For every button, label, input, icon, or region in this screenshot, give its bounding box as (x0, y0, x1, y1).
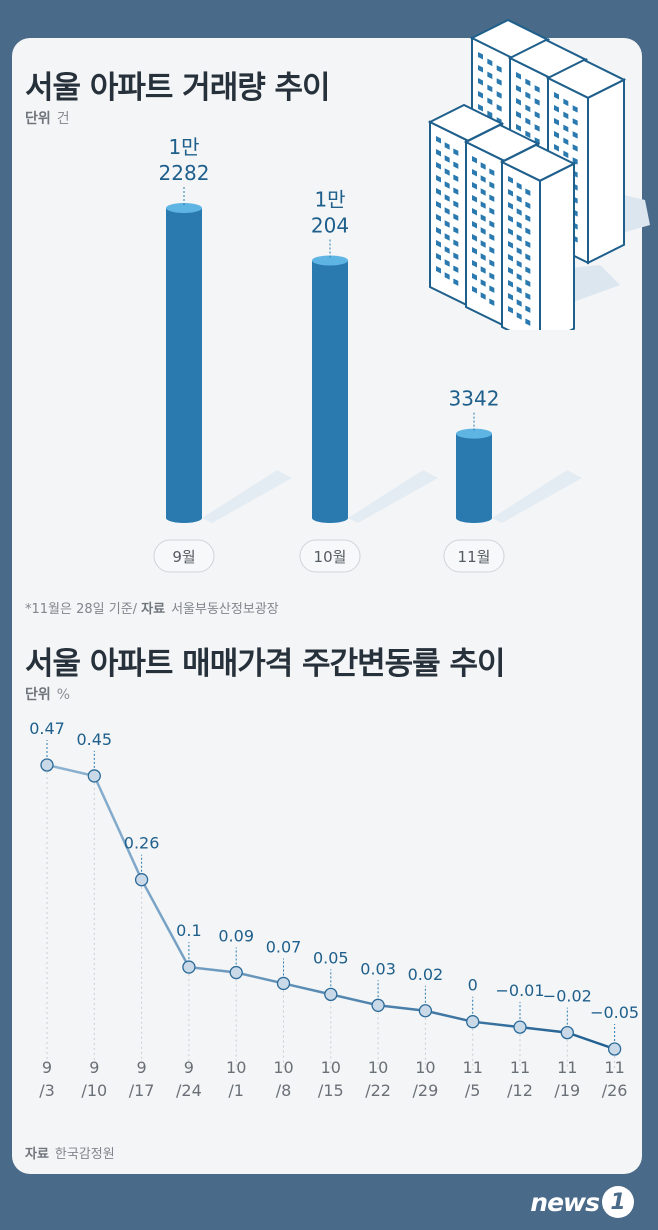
tick-label-month: 10 (226, 1058, 246, 1077)
tick-label-month: 9 (42, 1058, 52, 1077)
bar-value-label: 204 (311, 213, 349, 237)
data-label: 0.45 (76, 730, 112, 749)
tick-label-month: 11 (463, 1058, 483, 1077)
tick-label-day: /22 (365, 1081, 391, 1100)
apartment-buildings-illustration (427, 18, 650, 330)
data-label: 0.05 (313, 948, 349, 967)
building (545, 58, 627, 265)
data-label: 0.07 (266, 937, 302, 956)
data-point (229, 965, 243, 980)
tick-label-day: /19 (554, 1081, 580, 1100)
chart2-source: 자료 한국감정원 (25, 1147, 115, 1162)
tick-label-month: 9 (137, 1058, 147, 1077)
data-point (134, 873, 149, 887)
bar-value-label: 3342 (449, 387, 500, 411)
data-point (40, 758, 54, 772)
bar-category-pill: 10월 (299, 539, 361, 573)
data-label: 0.47 (29, 719, 65, 738)
tick-label-month: 9 (89, 1058, 99, 1077)
tick-label-day: /3 (39, 1081, 55, 1100)
tick-label-day: /8 (276, 1081, 292, 1100)
bar (312, 255, 438, 523)
data-point (371, 998, 385, 1012)
tick-label-month: 10 (273, 1058, 293, 1077)
tick-label-day: /15 (318, 1081, 344, 1100)
data-point (466, 1015, 480, 1029)
tick-label-month: 11 (557, 1058, 577, 1077)
tick-label-month: 11 (510, 1058, 530, 1077)
data-label: 0.1 (176, 921, 201, 940)
data-point (276, 976, 291, 991)
bar-value-prefix: 1만 (314, 187, 345, 211)
data-label: 0.02 (408, 965, 444, 984)
data-label: −0.05 (590, 1003, 639, 1022)
news1-logo: news 1 (530, 1185, 634, 1219)
tick-label-month: 10 (368, 1058, 388, 1077)
bar-category-pill: 11월 (443, 539, 505, 573)
tick-label-month: 10 (415, 1058, 435, 1077)
chart1-title: 서울 아파트 거래량 추이 (25, 70, 331, 106)
tick-label-day: /10 (81, 1081, 107, 1100)
tick-label-day: /12 (507, 1081, 533, 1100)
data-label: 0.26 (124, 834, 160, 853)
tick-label: 9월 (172, 548, 195, 566)
data-point (324, 987, 338, 1002)
data-label: −0.01 (495, 981, 544, 1000)
tick-label-month: 10 (321, 1058, 341, 1077)
chart2-title: 서울 아파트 매매가격 주간변동률 추이 (25, 646, 505, 682)
bar-category-pill: 9월 (153, 539, 215, 573)
data-label: −0.02 (543, 987, 592, 1006)
data-point (560, 1025, 574, 1040)
weekly-change-line-chart: 0.47 9/3 0.45 9/10 0.26 9/17 0.1 9/24 0.09 10/1 0.… (29, 719, 639, 1100)
buildings (427, 18, 627, 330)
tick-label-month: 11 (604, 1058, 624, 1077)
building (499, 143, 577, 330)
tick-label-day: /29 (413, 1081, 439, 1100)
chart1-unit: 단위 건 (25, 111, 70, 127)
data-label: 0 (468, 976, 478, 995)
tick-label: 11월 (458, 548, 491, 566)
bar (456, 428, 582, 523)
data-label: 0.09 (218, 927, 254, 946)
tick-label-day: /24 (176, 1081, 202, 1100)
data-point (87, 769, 101, 783)
data-point (418, 1004, 433, 1018)
tick-label-day: /5 (465, 1081, 481, 1100)
tick-label: 10월 (314, 548, 347, 566)
tick-label-day: /17 (129, 1081, 155, 1100)
tick-label-day: /1 (228, 1081, 244, 1100)
data-label: 0.03 (360, 959, 396, 978)
bar (166, 203, 292, 523)
bar-value-label: 2282 (159, 161, 210, 185)
chart2-unit: 단위% (25, 687, 71, 703)
chart1-footnote: *11월은 28일 기준/ 자료 서울부동산정보광장 (25, 602, 279, 617)
tick-label-month: 9 (184, 1058, 194, 1077)
data-point (607, 1042, 622, 1056)
tick-label-day: /26 (602, 1081, 628, 1100)
data-point (513, 1020, 527, 1034)
data-point (182, 960, 196, 974)
bar-value-prefix: 1만 (168, 135, 199, 159)
